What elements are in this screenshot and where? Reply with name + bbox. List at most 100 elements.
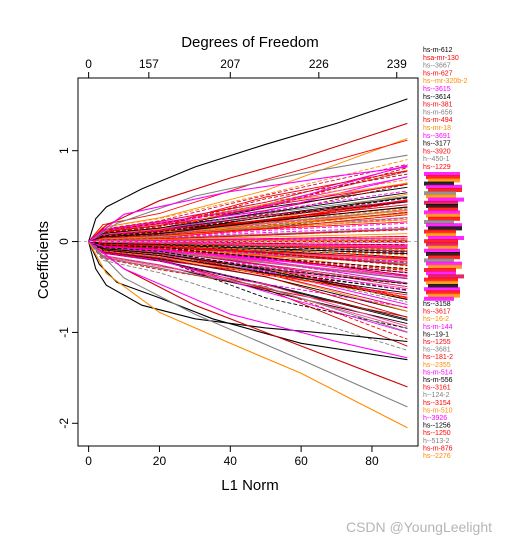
overlapping-gene-label: [428, 264, 462, 269]
gene-label: hs--19-1: [423, 331, 449, 338]
overlapping-gene-label: [426, 223, 462, 228]
gene-label: hs-m-514: [423, 369, 453, 376]
coefficient-path: [88, 241, 408, 408]
overlapping-gene-label: [424, 296, 454, 301]
x-tick-label: 20: [153, 454, 167, 468]
coefficient-path: [88, 190, 408, 243]
overlapping-gene-label: [424, 248, 460, 253]
overlapping-gene-label: [424, 258, 454, 263]
overlapping-gene-label: [424, 191, 456, 196]
overlapping-gene-label: [426, 261, 462, 266]
overlapping-gene-label: [424, 268, 456, 272]
top-tick-label: 157: [139, 57, 159, 71]
overlapping-gene-label: [426, 290, 460, 295]
coefficient-path: [88, 241, 408, 259]
overlapping-gene-label: [428, 284, 458, 288]
coefficient-path: [88, 241, 408, 253]
gene-label: hs--mr-320b-2: [423, 78, 467, 85]
gene-label: hs--3667: [423, 63, 451, 70]
overlapping-gene-label: [424, 287, 460, 292]
gene-label: h--450-1: [423, 156, 450, 163]
overlapping-gene-label: [428, 293, 460, 298]
overlapping-gene-label: [426, 204, 458, 208]
coefficient-path: [88, 139, 408, 242]
coefficient-path: [88, 241, 408, 303]
gene-label: hs-m-494: [423, 117, 453, 124]
highlighted-coefficient-paths: [88, 98, 408, 429]
coefficient-path: [88, 214, 408, 243]
overlapping-gene-label: [428, 197, 464, 202]
x-tick-label: 60: [294, 454, 308, 468]
coefficient-path: [88, 241, 408, 299]
gene-label: hs--3615: [423, 86, 451, 93]
top-tick-label: 0: [85, 57, 92, 71]
overlapping-gene-label: [424, 210, 460, 215]
overlapping-gene-label: [426, 213, 460, 218]
coefficient-path: [88, 241, 408, 270]
overlapping-gene-label: [424, 277, 458, 282]
overlapping-gene-label: [426, 252, 460, 256]
overlapping-gene-label: [426, 271, 456, 276]
top-axis-degrees-of-freedom: 0 157 207 226 239: [85, 57, 407, 79]
coefficient-path: [88, 229, 408, 243]
gene-label: hs-m-556: [423, 377, 453, 384]
coefficient-path: [88, 122, 408, 243]
overlapping-gene-label: [424, 181, 454, 186]
coefficient-path: [88, 98, 408, 242]
coefficient-path: [88, 241, 408, 290]
gene-label: hs--3614: [423, 94, 451, 101]
coefficient-path: [88, 241, 408, 284]
top-tick-label: 239: [387, 57, 407, 71]
overlapping-gene-label: [424, 172, 460, 176]
gene-label: hsa-mr-130: [423, 55, 459, 62]
gene-label: hs--3158: [423, 301, 451, 308]
coefficient-path: [88, 173, 408, 242]
gene-label: h--513-2: [423, 438, 450, 445]
overlapping-gene-label: [424, 200, 458, 205]
coefficient-path: [88, 166, 408, 243]
y-axis: -2 -1 0 1: [57, 147, 79, 429]
gene-label: hs--1255: [423, 339, 451, 346]
x-axis-title: L1 Norm: [221, 477, 279, 494]
coefficient-path: [88, 241, 408, 333]
coefficient-path: [88, 241, 408, 278]
overlapping-gene-label: [426, 184, 462, 189]
gene-label: hs--3691: [423, 133, 451, 140]
watermark: CSDN @YoungLeelight: [345, 519, 492, 535]
gene-label: hs--3920: [423, 148, 451, 155]
gene-label: hs-mr-18: [423, 125, 451, 132]
y-tick-label: -1: [57, 327, 71, 338]
gene-label: hs--2355: [423, 362, 451, 369]
overlapping-gene-label: [426, 232, 456, 237]
overlapping-gene-label: [428, 274, 464, 279]
overlapping-gene-label: [428, 207, 458, 212]
coefficient-path: [88, 137, 408, 242]
gene-label: hs--1229: [423, 164, 451, 171]
coefficient-path: [88, 200, 408, 243]
gene-label: hs-m-627: [423, 70, 453, 77]
overlapping-gene-label: [424, 220, 454, 224]
y-tick-label: 0: [57, 238, 71, 245]
gene-label: hs-m-510: [423, 407, 453, 414]
overlapping-gene-label: [426, 194, 456, 199]
y-tick-label: -2: [57, 418, 71, 429]
gene-label: hs--16-2: [423, 316, 449, 323]
y-tick-label: 1: [57, 147, 71, 154]
overlapping-gene-label: [428, 226, 462, 231]
overlapping-gene-label: [428, 255, 460, 260]
overlapping-gene-label: [426, 242, 458, 247]
top-axis-title: Degrees of Freedom: [181, 34, 319, 51]
gene-label: hs--3177: [423, 141, 451, 148]
gene-label: hs--181-2: [423, 354, 453, 361]
overlapping-gene-label: [426, 175, 460, 180]
top-tick-label: 226: [309, 57, 329, 71]
gene-label: hs-m-656: [423, 109, 453, 116]
coefficient-path: [88, 154, 408, 243]
y-axis-title: Coefficients: [35, 221, 52, 299]
coefficient-path: [88, 241, 408, 285]
overlapping-gene-label: [428, 236, 464, 240]
overlapping-gene-label: [424, 229, 456, 234]
overlapping-gene-label: [428, 178, 460, 183]
gene-label: hs-m-876: [423, 445, 453, 452]
